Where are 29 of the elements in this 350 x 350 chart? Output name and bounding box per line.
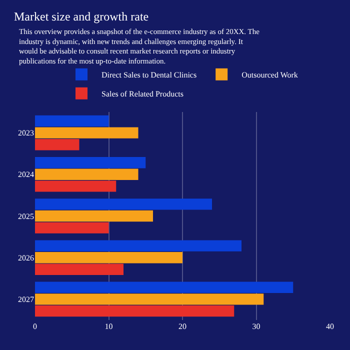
x-tick-label: 20: [178, 322, 186, 331]
bar: [35, 127, 138, 138]
bar: [35, 240, 242, 252]
legend-label: Outsourced Work: [242, 70, 298, 80]
bar: [35, 210, 153, 222]
bar: [35, 157, 146, 168]
legend-label: Direct Sales to Dental Clinics: [102, 70, 197, 80]
chart-title: Market size and growth rate: [14, 10, 149, 24]
bar: [35, 138, 80, 150]
bar: [35, 264, 124, 275]
bar: [35, 168, 138, 180]
y-tick-label: 2024: [18, 170, 34, 180]
bar: [35, 180, 116, 192]
y-tick-label: 2027: [18, 295, 34, 304]
y-tick-label: 2025: [18, 212, 34, 221]
bar: [35, 198, 212, 210]
bar: [35, 294, 264, 305]
bar: [35, 222, 109, 234]
legend-label: Sales of Related Products: [102, 89, 184, 98]
bar: [35, 252, 182, 264]
x-tick-label: 30: [252, 322, 260, 331]
x-tick-label: 10: [104, 322, 113, 331]
bar: [35, 115, 109, 127]
x-tick-label: 0: [33, 322, 37, 331]
bar: [35, 305, 234, 317]
bar: [35, 282, 294, 294]
y-tick-label: 2023: [18, 128, 34, 138]
y-tick-label: 2026: [18, 253, 34, 262]
x-tick-label: 40: [326, 322, 334, 331]
